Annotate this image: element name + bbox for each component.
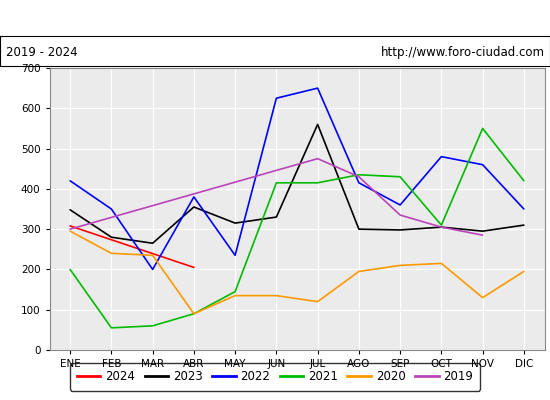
Text: 2019 - 2024: 2019 - 2024	[6, 46, 77, 59]
Text: Evolucion Nº Turistas Nacionales en el municipio de Artesa de Lleida: Evolucion Nº Turistas Nacionales en el m…	[37, 11, 513, 25]
Text: http://www.foro-ciudad.com: http://www.foro-ciudad.com	[381, 46, 544, 59]
Legend: 2024, 2023, 2022, 2021, 2020, 2019: 2024, 2023, 2022, 2021, 2020, 2019	[70, 364, 480, 390]
